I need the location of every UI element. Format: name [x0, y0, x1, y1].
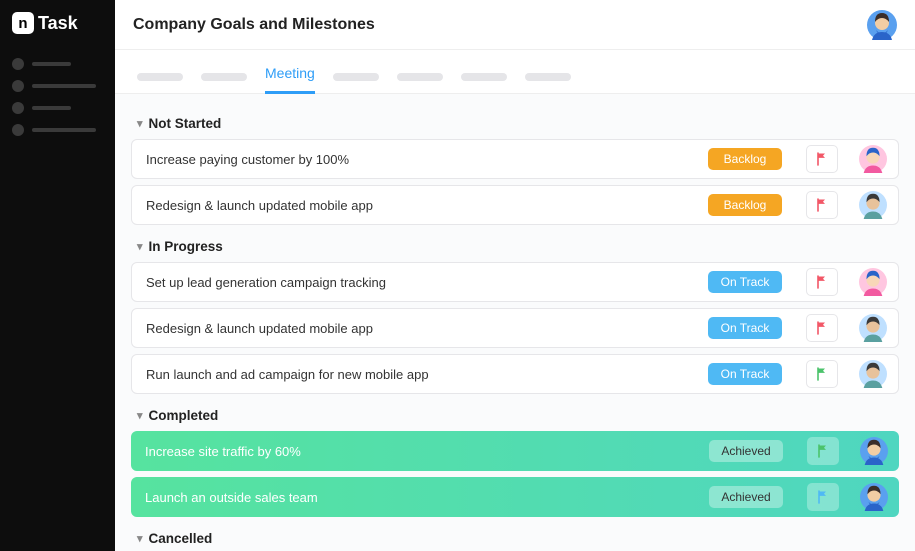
task-row[interactable]: Launch an outside sales team Achieved — [131, 477, 899, 517]
tab-placeholder[interactable] — [525, 73, 571, 81]
task-row[interactable]: Redesign & launch updated mobile app On T… — [131, 308, 899, 348]
user-avatar[interactable] — [867, 10, 897, 40]
task-row[interactable]: Increase paying customer by 100% Backlog — [131, 139, 899, 179]
nav-items — [12, 58, 103, 136]
logo-text: Task — [38, 13, 78, 34]
task-row[interactable]: Increase site traffic by 60% Achieved — [131, 431, 899, 471]
nav-item[interactable] — [12, 102, 103, 114]
nav-dot-icon — [12, 58, 24, 70]
priority-flag[interactable] — [806, 268, 838, 296]
header: Company Goals and Milestones — [115, 0, 915, 50]
task-row[interactable]: Redesign & launch updated mobile app Back… — [131, 185, 899, 225]
assignee-avatar[interactable] — [858, 267, 888, 297]
section-header[interactable]: ▾ Cancelled — [131, 523, 899, 551]
section: ▾ In ProgressSet up lead generation camp… — [131, 231, 899, 394]
priority-flag[interactable] — [807, 437, 839, 465]
nav-dot-icon — [12, 124, 24, 136]
chevron-down-icon: ▾ — [137, 117, 143, 130]
assignee-avatar[interactable] — [859, 482, 889, 512]
tab-placeholder[interactable] — [461, 73, 507, 81]
rows: Increase site traffic by 60% Achieved Lau… — [131, 431, 899, 517]
section-title: Not Started — [149, 116, 222, 131]
task-title: Set up lead generation campaign tracking — [146, 275, 698, 290]
section-header[interactable]: ▾ In Progress — [131, 231, 899, 262]
task-title: Launch an outside sales team — [145, 490, 699, 505]
tabs: Meeting — [115, 50, 915, 94]
assignee-avatar[interactable] — [858, 190, 888, 220]
tab-placeholder[interactable] — [137, 73, 183, 81]
nav-dot-icon — [12, 80, 24, 92]
status-badge[interactable]: Backlog — [708, 148, 782, 170]
nav-dot-icon — [12, 102, 24, 114]
status-badge[interactable]: On Track — [708, 271, 782, 293]
chevron-down-icon: ▾ — [137, 409, 143, 422]
section: ▾ Completed Increase site traffic by 60% A… — [131, 400, 899, 517]
priority-flag[interactable] — [806, 191, 838, 219]
assignee-avatar[interactable] — [858, 359, 888, 389]
priority-flag[interactable] — [806, 314, 838, 342]
task-title: Run launch and ad campaign for new mobil… — [146, 367, 698, 382]
section-title: In Progress — [149, 239, 223, 254]
nav-item[interactable] — [12, 124, 103, 136]
chevron-down-icon: ▾ — [137, 240, 143, 253]
status-badge[interactable]: Achieved — [709, 486, 783, 508]
logo-icon: n — [12, 12, 34, 34]
task-row[interactable]: Set up lead generation campaign tracking… — [131, 262, 899, 302]
status-badge[interactable]: On Track — [708, 363, 782, 385]
tab-meeting[interactable]: Meeting — [265, 65, 315, 94]
assignee-avatar[interactable] — [858, 313, 888, 343]
assignee-avatar[interactable] — [859, 436, 889, 466]
status-badge[interactable]: Achieved — [709, 440, 783, 462]
tab-placeholder[interactable] — [201, 73, 247, 81]
section: ▾ CancelledReceive >95% positive custome… — [131, 523, 899, 551]
section-title: Cancelled — [149, 531, 213, 546]
sidebar: n Task — [0, 0, 115, 551]
priority-flag[interactable] — [807, 483, 839, 511]
section-header[interactable]: ▾ Not Started — [131, 108, 899, 139]
app-logo[interactable]: n Task — [12, 12, 103, 34]
priority-flag[interactable] — [806, 360, 838, 388]
rows: Increase paying customer by 100%Backlog … — [131, 139, 899, 225]
tab-placeholder[interactable] — [333, 73, 379, 81]
page-title: Company Goals and Milestones — [133, 16, 375, 34]
section-header[interactable]: ▾ Completed — [131, 400, 899, 431]
assignee-avatar[interactable] — [858, 144, 888, 174]
status-badge[interactable]: On Track — [708, 317, 782, 339]
section: ▾ Not StartedIncrease paying customer by… — [131, 108, 899, 225]
task-title: Redesign & launch updated mobile app — [146, 321, 698, 336]
section-title: Completed — [149, 408, 219, 423]
chevron-down-icon: ▾ — [137, 532, 143, 545]
task-row[interactable]: Run launch and ad campaign for new mobil… — [131, 354, 899, 394]
nav-item[interactable] — [12, 80, 103, 92]
content-area: ▾ Not StartedIncrease paying customer by… — [115, 94, 915, 551]
task-title: Increase paying customer by 100% — [146, 152, 698, 167]
task-title: Redesign & launch updated mobile app — [146, 198, 698, 213]
main-panel: Company Goals and Milestones Meeting ▾ N… — [115, 0, 915, 551]
rows: Set up lead generation campaign tracking… — [131, 262, 899, 394]
task-title: Increase site traffic by 60% — [145, 444, 699, 459]
status-badge[interactable]: Backlog — [708, 194, 782, 216]
priority-flag[interactable] — [806, 145, 838, 173]
nav-item[interactable] — [12, 58, 103, 70]
tab-placeholder[interactable] — [397, 73, 443, 81]
